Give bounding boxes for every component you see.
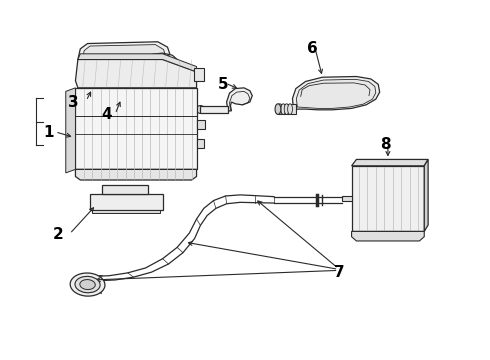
Polygon shape	[196, 139, 204, 148]
Polygon shape	[90, 194, 163, 210]
Polygon shape	[196, 120, 205, 129]
Polygon shape	[226, 88, 252, 111]
Text: 6: 6	[307, 41, 318, 57]
Text: 2: 2	[53, 228, 64, 242]
Ellipse shape	[70, 273, 105, 296]
Text: 8: 8	[380, 137, 391, 152]
Polygon shape	[78, 42, 170, 59]
Polygon shape	[293, 77, 380, 110]
Polygon shape	[352, 166, 424, 231]
Polygon shape	[75, 169, 196, 180]
Ellipse shape	[275, 104, 281, 114]
Polygon shape	[342, 196, 352, 201]
Polygon shape	[75, 59, 196, 88]
Text: 5: 5	[218, 77, 228, 92]
Text: 7: 7	[334, 265, 345, 280]
Polygon shape	[352, 159, 428, 166]
Polygon shape	[424, 159, 428, 231]
Polygon shape	[93, 210, 160, 213]
Text: 1: 1	[44, 125, 54, 140]
Ellipse shape	[277, 104, 282, 114]
Ellipse shape	[284, 104, 289, 114]
Polygon shape	[78, 54, 196, 72]
Polygon shape	[352, 231, 424, 241]
Circle shape	[139, 200, 147, 206]
Ellipse shape	[75, 276, 100, 293]
Text: 3: 3	[68, 95, 78, 109]
Polygon shape	[194, 68, 204, 81]
Polygon shape	[102, 185, 148, 194]
Polygon shape	[75, 88, 196, 169]
Polygon shape	[66, 88, 75, 173]
Circle shape	[105, 200, 114, 206]
Ellipse shape	[80, 280, 95, 289]
Ellipse shape	[281, 104, 286, 114]
Polygon shape	[200, 105, 228, 113]
Text: 4: 4	[101, 107, 112, 122]
Polygon shape	[296, 79, 376, 108]
Ellipse shape	[196, 105, 205, 113]
Polygon shape	[278, 104, 296, 114]
Circle shape	[132, 187, 140, 193]
Circle shape	[110, 187, 118, 193]
Circle shape	[171, 63, 183, 72]
Polygon shape	[83, 45, 166, 58]
Circle shape	[134, 47, 147, 57]
Circle shape	[122, 200, 131, 206]
Ellipse shape	[288, 104, 293, 114]
Circle shape	[129, 43, 153, 60]
